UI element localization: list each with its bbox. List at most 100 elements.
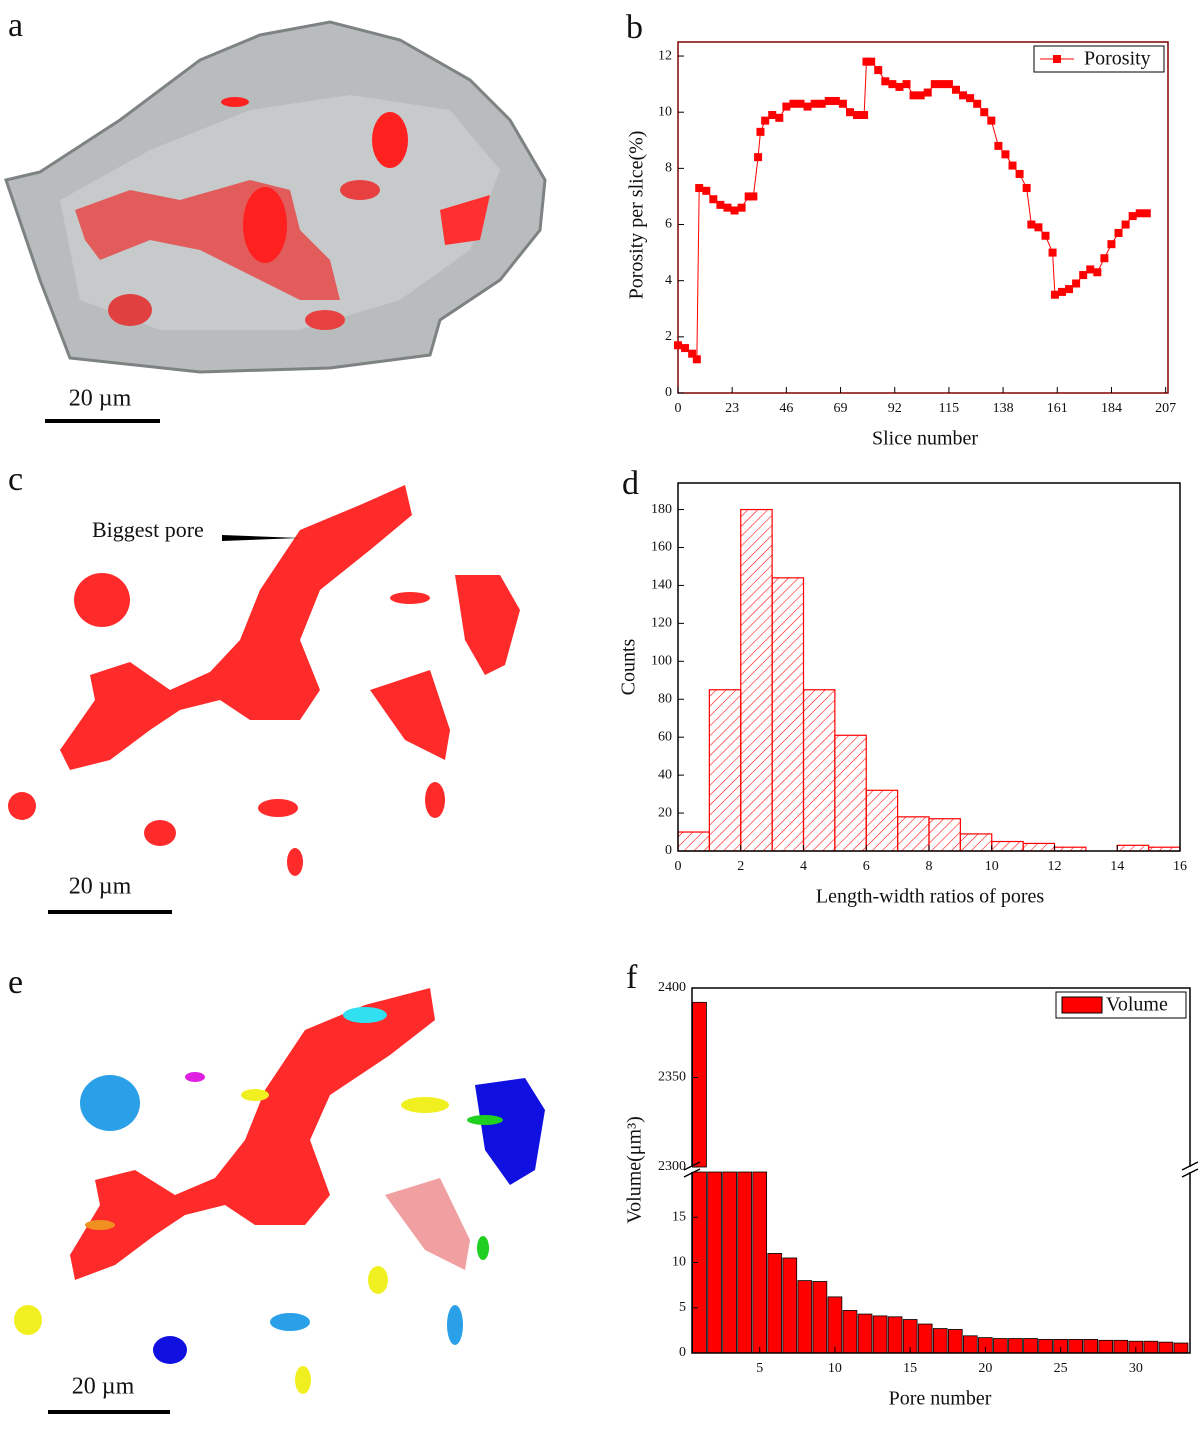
panel-label: d [622,465,639,502]
point [980,108,989,117]
bar [1008,1338,1023,1354]
point [959,91,968,100]
y-tick-label: 100 [651,654,672,669]
bar [827,1296,843,1354]
legend-label: Porosity [1084,48,1151,70]
point [1027,220,1036,229]
bar [993,1338,1008,1354]
plot-frame [677,41,1169,394]
bar [752,1171,768,1354]
y-tick-label: 80 [658,691,672,706]
point [888,80,897,89]
x-tick-label: 16 [1173,859,1187,874]
point [987,116,996,125]
legend-swatch [1061,996,1103,1014]
scale-bar-label: 20 µm [72,1374,135,1400]
bar [897,816,930,852]
point [1001,150,1010,159]
panel-label: c [8,461,23,498]
point [810,99,819,108]
point [973,99,982,108]
bar [963,1335,978,1354]
point [923,88,932,97]
x-axis-label: Length-width ratios of pores [816,886,1044,908]
point [1057,287,1066,296]
point [824,96,833,105]
x-tick-label: 115 [939,401,959,416]
x-tick-label: 69 [834,401,848,416]
x-axis-label: Pore number [889,1388,992,1410]
point [916,91,925,100]
point [1128,212,1137,221]
point [688,349,697,358]
y-tick-label: 4 [665,273,672,288]
bar [802,689,836,852]
x-tick-label: 14 [1110,859,1124,874]
point [853,111,862,120]
point [1048,248,1057,257]
y-axis-label: Counts [618,638,640,695]
point [782,102,791,111]
scale-bar-label: 20 µm [69,386,132,412]
point [944,80,953,89]
point [1065,285,1074,294]
x-tick-label: 15 [903,1361,917,1376]
bar [1022,842,1056,852]
x-tick-label: 0 [675,401,682,416]
scale-bar-label: 20 µm [69,874,132,900]
bar [708,689,742,852]
bar [1173,1342,1189,1354]
x-tick-label: 207 [1155,401,1176,416]
x-tick-label: 25 [1054,1361,1068,1376]
point [709,195,718,204]
point [716,200,725,209]
bar [797,1280,813,1354]
legend-marker [1053,55,1061,63]
panel-label: f [626,959,638,996]
rendering-e [14,988,545,1394]
y-tick-label: 20 [658,805,672,820]
point [674,341,682,350]
point [930,80,939,89]
point [1050,290,1059,299]
x-tick-label: 20 [978,1361,992,1376]
point [1121,220,1130,229]
bar [1098,1339,1114,1354]
point [838,99,847,108]
point [1135,209,1144,218]
y-tick-label: 160 [651,540,672,555]
bar [857,1313,873,1354]
x-tick-label: 10 [985,859,999,874]
panel-label: e [8,964,23,1001]
bar [707,1171,722,1354]
bar [928,818,961,852]
x-tick-label: 138 [993,401,1014,416]
point [737,203,746,212]
annotation-arrow [222,535,300,541]
point [754,153,763,162]
y-tick-label: 0 [665,843,672,858]
bar [737,1171,752,1354]
bar [872,1315,888,1354]
bar [932,1328,948,1354]
bar [812,1281,828,1354]
y-tick-label: 2300 [658,1159,686,1174]
point [951,85,960,94]
y-axis-label: Volume(μm³) [624,1116,646,1223]
point [723,203,732,212]
point [862,57,871,66]
x-tick-label: 2 [737,859,744,874]
bar [959,833,993,852]
point [1008,161,1017,170]
x-tick-label: 0 [675,859,682,874]
point [1034,223,1043,232]
annotation: Biggest pore [92,517,204,542]
point [1107,240,1116,249]
x-axis-label: Slice number [872,428,978,450]
point [994,141,1003,150]
bar [740,508,773,852]
bar [1116,844,1150,852]
bar [887,1316,903,1354]
legend-label: Volume [1106,994,1168,1016]
